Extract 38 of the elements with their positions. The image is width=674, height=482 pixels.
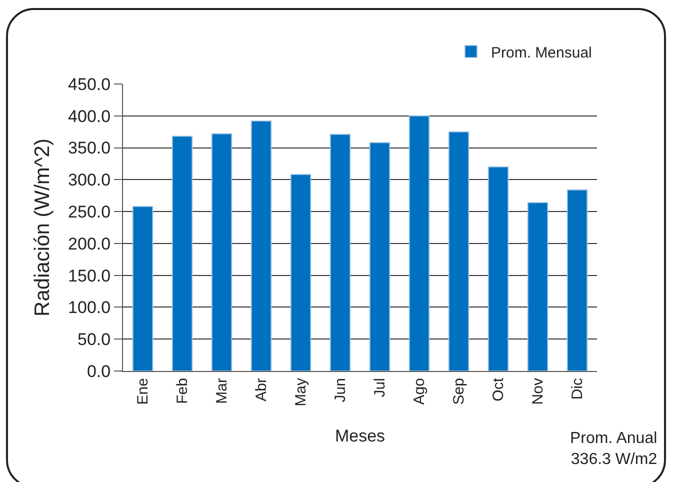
bar [527, 202, 548, 371]
x-tick-label: Ago [411, 378, 428, 405]
x-tick-label: Jun [332, 378, 350, 402]
bar [250, 120, 272, 371]
legend-label: Prom. Mensual [491, 44, 592, 62]
text: Prom. Anual 336.3 W/m2 [570, 430, 658, 468]
bar [211, 133, 232, 371]
y-tick-label: 400.0 [68, 106, 111, 126]
y-tick-label: 100.0 [68, 298, 111, 318]
x-tick-label: Oct [490, 377, 508, 402]
bar [290, 174, 312, 371]
bar [132, 206, 154, 371]
x-tick-label: Mar [214, 378, 231, 404]
x-tick-label: Feb [174, 378, 192, 404]
y-axis-title: Radiación (W/m^2) [31, 138, 54, 316]
y-tick-label: 350.0 [68, 138, 111, 158]
y-tick-label: 250.0 [68, 202, 111, 222]
x-tick-label: Abr [253, 378, 270, 402]
bar [369, 142, 390, 371]
y-tick-label: 150.0 [68, 266, 111, 286]
x-tick-label: Sep [450, 378, 468, 405]
x-tick-label: Jul [372, 378, 389, 398]
bar [408, 115, 430, 371]
x-tick-label: Nov [530, 378, 547, 405]
bar [330, 134, 351, 371]
bar [566, 189, 588, 371]
x-tick-label: Dic [569, 378, 586, 400]
bar [172, 136, 193, 371]
y-tick-label: 450.0 [68, 74, 111, 94]
y-tick-label: 50.0 [78, 330, 111, 350]
y-tick-label: 300.0 [68, 170, 111, 190]
x-axis-title: Meses [334, 426, 386, 446]
x-tick-label: May [292, 378, 310, 406]
bar [448, 131, 470, 371]
y-tick-label: 0.0 [86, 362, 111, 381]
bar [488, 166, 509, 371]
y-tick-label: 200.0 [68, 234, 111, 254]
x-tick-label: Ene [134, 378, 152, 405]
